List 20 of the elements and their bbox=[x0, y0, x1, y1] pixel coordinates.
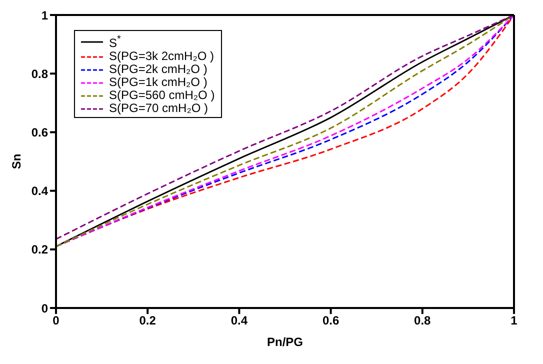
y-tick-label: 1 bbox=[41, 8, 48, 22]
y-tick-label: 0.8 bbox=[31, 66, 48, 81]
legend-label: S$^{*}$ bbox=[109, 33, 121, 50]
x-tick-label: 0.2 bbox=[139, 314, 156, 328]
legend-label: S(PG=560 cmH₂O ) bbox=[109, 88, 215, 102]
x-tick-label: 0.4 bbox=[230, 314, 248, 328]
legend-label: S(PG=2k cmH₂O ) bbox=[109, 62, 208, 76]
y-tick-label: 0 bbox=[41, 301, 48, 316]
y-tick-label: 0.4 bbox=[31, 184, 48, 198]
y-tick-label: 0.6 bbox=[31, 125, 48, 140]
legend-label: S(PG=3k 2cmH₂O ) bbox=[109, 49, 214, 63]
legend-label: S(PG=70 cmH₂O ) bbox=[109, 101, 208, 115]
x-tick-label: 1 bbox=[510, 314, 518, 328]
legend-label: S(PG=1k cmH₂O ) bbox=[109, 75, 208, 89]
x-tick-label: 0 bbox=[52, 314, 60, 328]
y-tick-label: 0.2 bbox=[31, 242, 48, 257]
x-tick-label: 0.6 bbox=[322, 314, 340, 328]
x-tick-label: 0.8 bbox=[414, 314, 432, 328]
y-axis-title: Sn bbox=[9, 154, 24, 170]
x-axis-title: Pn/PG bbox=[266, 335, 304, 349]
